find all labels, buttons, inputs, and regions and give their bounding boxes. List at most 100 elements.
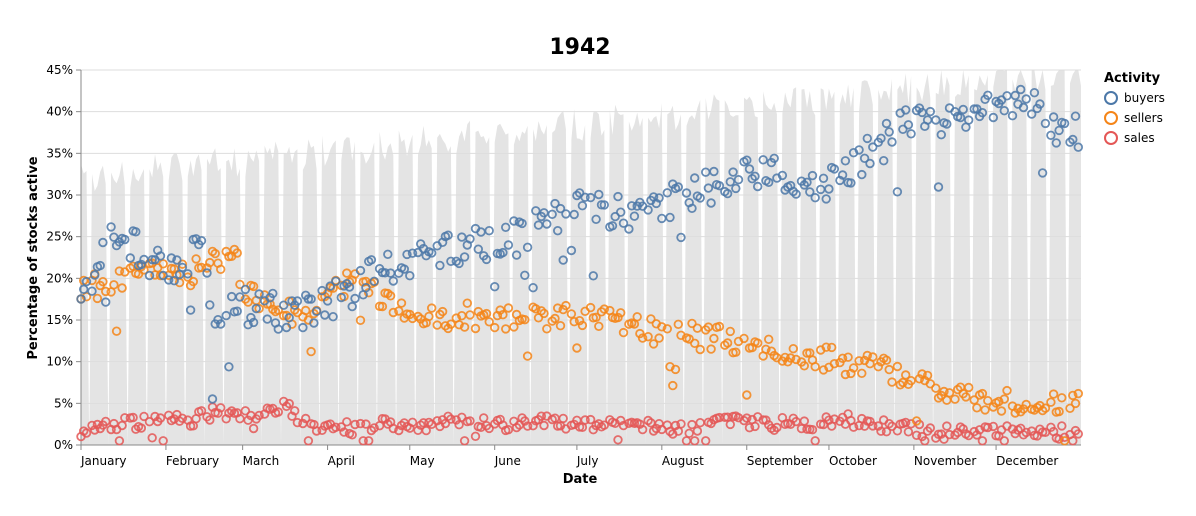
- buyers-point: [898, 124, 908, 134]
- sales-point: [284, 398, 294, 409]
- buyers-point: [446, 256, 456, 266]
- buyers-point: [553, 225, 563, 236]
- buyers-point: [1018, 102, 1029, 113]
- buyers-point: [627, 201, 637, 211]
- buyers-point: [964, 115, 974, 125]
- background-area: [81, 70, 1081, 445]
- sellers-point: [887, 377, 897, 387]
- buyers-point: [1040, 118, 1051, 129]
- x-tick-label: September: [747, 454, 813, 468]
- sellers-point: [465, 310, 475, 320]
- sellers-point: [714, 321, 725, 332]
- sales-point: [701, 436, 711, 446]
- buyers-point: [577, 200, 588, 211]
- legend-label-sellers: sellers: [1124, 111, 1163, 125]
- buyers-point: [240, 284, 251, 295]
- buyers-point: [654, 193, 664, 203]
- sellers-point: [810, 362, 820, 372]
- sales-point: [114, 436, 125, 446]
- buyers-point: [791, 189, 801, 199]
- buyers-point: [643, 205, 653, 215]
- buyers-point: [681, 188, 692, 198]
- buyers-point: [690, 173, 700, 183]
- buyers-point: [407, 248, 418, 258]
- data-points: [76, 84, 1083, 446]
- sales-point: [100, 416, 111, 427]
- sellers-point: [454, 320, 464, 330]
- sellers-point: [868, 352, 878, 362]
- buyers-point: [572, 190, 582, 201]
- sellers-point: [594, 321, 604, 331]
- buyers-point: [703, 183, 714, 193]
- sellers-point: [290, 305, 300, 315]
- buyers-point: [610, 211, 620, 222]
- sellers-point: [753, 338, 763, 348]
- sales-point: [942, 421, 952, 431]
- sellers-point: [670, 364, 681, 375]
- buyers-point: [1010, 90, 1020, 101]
- buyers-point: [799, 180, 809, 190]
- buyers-point: [262, 314, 272, 324]
- sellers-point: [977, 388, 988, 399]
- sales-point: [459, 436, 470, 446]
- buyers-point: [388, 276, 398, 286]
- sellers-point: [884, 364, 894, 375]
- y-axis-title: Percentage of stocks active: [26, 156, 41, 359]
- buyers-point: [613, 191, 623, 202]
- sales-point: [1021, 427, 1031, 438]
- sellers-point: [574, 316, 585, 326]
- sales-point: [539, 420, 549, 431]
- axes: 0% 5% 10% 15% 20% 25% 30% 35% 40% 45% January Febru…: [46, 63, 1081, 468]
- sellers-point: [1068, 390, 1078, 401]
- sales-point: [690, 436, 700, 446]
- legend-symbol-buyers: [1104, 91, 1118, 105]
- x-tick-label: November: [914, 454, 976, 468]
- sellers-point: [739, 333, 749, 344]
- sellers-point: [100, 286, 111, 297]
- sellers-point: [857, 368, 867, 378]
- buyers-point: [1059, 118, 1070, 129]
- buyers-point: [881, 118, 892, 129]
- sales-point: [876, 426, 886, 436]
- buyers-point: [125, 253, 135, 263]
- buyers-point: [490, 282, 500, 292]
- x-tick-label: February: [166, 454, 219, 468]
- buyers-point: [857, 169, 867, 180]
- buyers-point: [887, 137, 897, 147]
- sellers-point: [731, 347, 741, 357]
- y-tick-label: 25%: [46, 230, 73, 244]
- sales-point: [944, 429, 955, 440]
- buyers-point: [629, 211, 640, 221]
- sales-point: [744, 423, 755, 433]
- sales-point: [522, 421, 533, 431]
- sellers-point: [522, 351, 533, 361]
- sellers-point: [158, 259, 168, 269]
- buyers-point: [292, 296, 303, 306]
- sales-point: [117, 420, 127, 431]
- sellers-point: [553, 303, 563, 313]
- sellers-point: [498, 310, 508, 320]
- buyers-point: [155, 251, 166, 261]
- sellers-point: [440, 321, 451, 331]
- sellers-point: [687, 318, 697, 329]
- buyers-point: [331, 276, 341, 286]
- buyers-point: [344, 282, 355, 292]
- sales-point: [742, 413, 752, 423]
- sales-point: [136, 423, 146, 433]
- sales-point: [1057, 421, 1067, 431]
- buyers-point: [868, 142, 878, 152]
- sales-point: [829, 414, 840, 424]
- x-tick-label: August: [662, 454, 704, 468]
- buyers-point: [355, 265, 366, 276]
- sellers-point: [536, 306, 546, 316]
- buyers-point: [753, 181, 763, 192]
- buyers-point: [215, 319, 226, 329]
- buyers-point: [158, 270, 168, 281]
- buyers-point: [805, 187, 815, 197]
- buyers-point: [246, 312, 256, 323]
- sales-point: [1073, 429, 1083, 439]
- sales-point: [484, 423, 494, 434]
- x-tick-label: July: [576, 454, 599, 468]
- x-tick-label: March: [243, 454, 280, 468]
- sellers-point: [1065, 403, 1075, 413]
